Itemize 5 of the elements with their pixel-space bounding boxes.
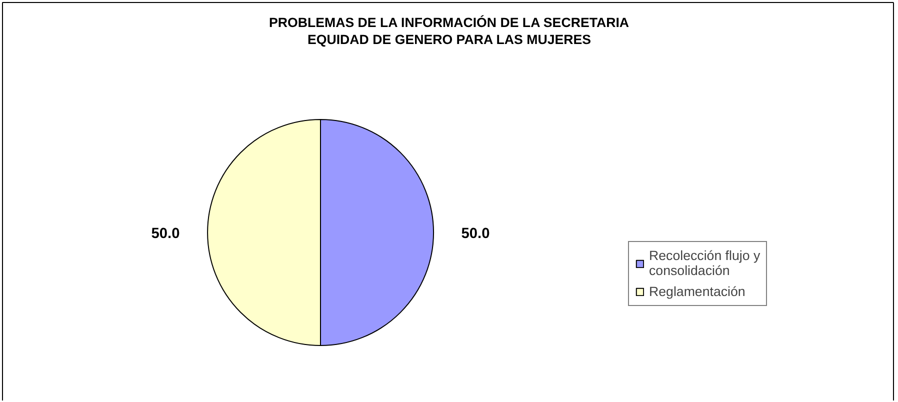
legend-label: Reglamentación xyxy=(649,284,746,299)
data-label: 50.0 xyxy=(461,226,490,242)
chart-title: PROBLEMAS DE LA INFORMACIÓN DE LA SECRETARIA EQUIDAD DE GENERO PARA LAS MUJERES xyxy=(268,15,630,47)
data-label: 50.0 xyxy=(151,226,180,242)
legend-label: Recolección flujo y consolidación xyxy=(649,248,760,278)
